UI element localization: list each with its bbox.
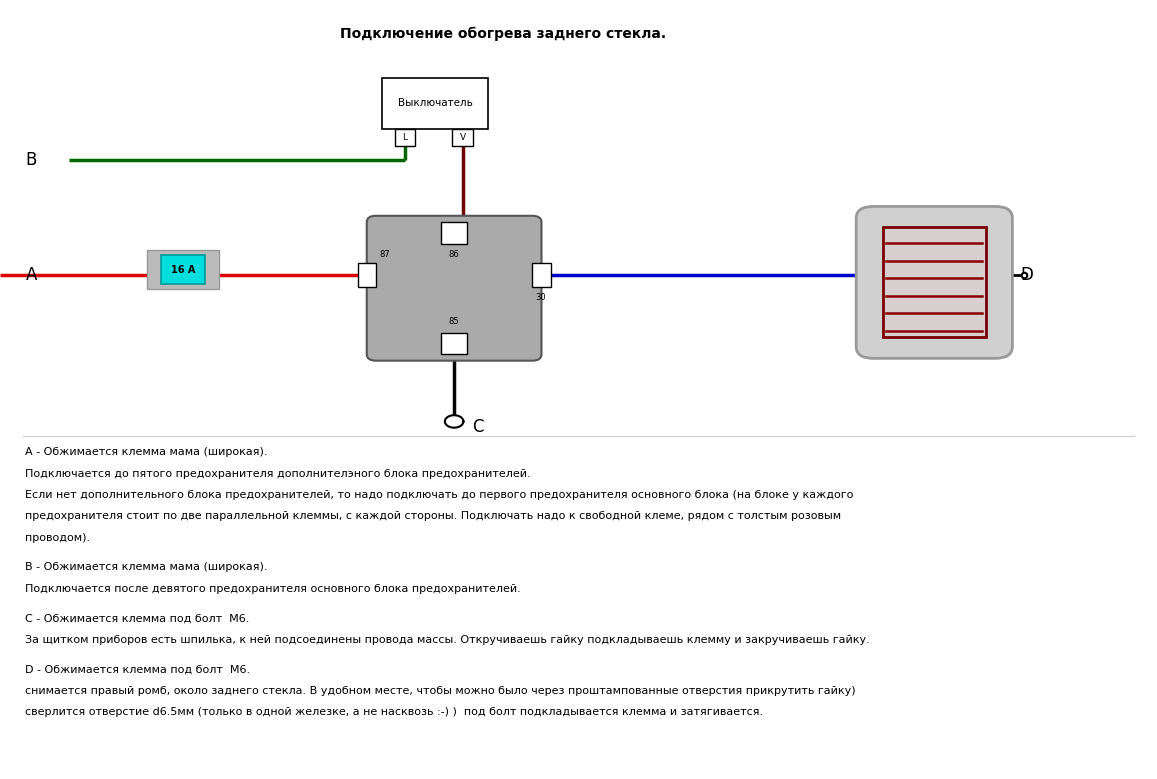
Text: сверлится отверстие d6.5мм (только в одной железке, а не насквозь :-) )  под бол: сверлится отверстие d6.5мм (только в одн… — [25, 707, 764, 717]
Text: Подключается после девятого предохранителя основного блока предохранителей.: Подключается после девятого предохраните… — [25, 584, 521, 594]
Text: D - Обжимается клемма под болт  М6.: D - Обжимается клемма под болт М6. — [25, 664, 251, 674]
Text: проводом).: проводом). — [25, 533, 90, 542]
Text: L: L — [403, 132, 407, 142]
Bar — [442, 333, 467, 354]
Text: предохранителя стоит по две параллельной клеммы, с каждой стороны. Подключать на: предохранителя стоит по две параллельной… — [25, 512, 841, 521]
Text: С: С — [472, 418, 484, 436]
Text: D: D — [1020, 266, 1033, 284]
Text: С - Обжимается клемма под болт  М6.: С - Обжимается клемма под болт М6. — [25, 614, 250, 623]
Text: снимается правый ромб, около заднего стекла. В удобном месте, чтобы можно было ч: снимается правый ромб, около заднего сте… — [25, 686, 856, 696]
FancyBboxPatch shape — [367, 216, 541, 361]
FancyBboxPatch shape — [883, 227, 986, 337]
Text: V: V — [459, 132, 466, 142]
Text: А: А — [25, 266, 37, 284]
Text: 30: 30 — [536, 293, 546, 302]
Text: 85: 85 — [449, 317, 459, 326]
Text: В - Обжимается клемма мама (широкая).: В - Обжимается клемма мама (широкая). — [25, 562, 268, 572]
Text: 16 А: 16 А — [170, 265, 196, 274]
Bar — [442, 222, 467, 244]
Text: 87: 87 — [379, 250, 390, 259]
Text: Подключается до пятого предохранителя дополнителэного блока предохранителей.: Подключается до пятого предохранителя до… — [25, 469, 531, 478]
Bar — [532, 263, 551, 287]
FancyBboxPatch shape — [382, 78, 488, 129]
Text: 86: 86 — [449, 250, 459, 259]
Text: А - Обжимается клемма мама (широкая).: А - Обжимается клемма мама (широкая). — [25, 447, 268, 456]
FancyBboxPatch shape — [856, 206, 1012, 358]
Text: За щитком приборов есть шпилька, к ней подсоединены провода массы. Откручиваешь : За щитком приборов есть шпилька, к ней п… — [25, 635, 870, 644]
Text: В: В — [25, 150, 37, 169]
Bar — [161, 255, 205, 284]
Text: Выключатель: Выключатель — [398, 98, 472, 108]
Bar — [395, 129, 415, 146]
Bar — [452, 129, 473, 146]
Bar — [147, 250, 219, 289]
Text: Если нет дополнительного блока предохранителей, то надо подключать до первого пр: Если нет дополнительного блока предохран… — [25, 491, 854, 500]
Text: Подключение обогрева заднего стекла.: Подключение обогрева заднего стекла. — [340, 26, 666, 41]
Bar — [358, 263, 376, 287]
